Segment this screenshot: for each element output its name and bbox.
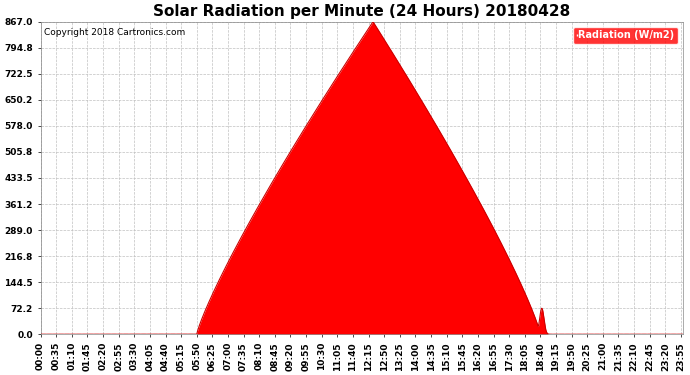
Legend: Radiation (W/m2): Radiation (W/m2) <box>573 27 678 44</box>
Title: Solar Radiation per Minute (24 Hours) 20180428: Solar Radiation per Minute (24 Hours) 20… <box>153 4 571 19</box>
Text: Copyright 2018 Cartronics.com: Copyright 2018 Cartronics.com <box>43 28 185 37</box>
